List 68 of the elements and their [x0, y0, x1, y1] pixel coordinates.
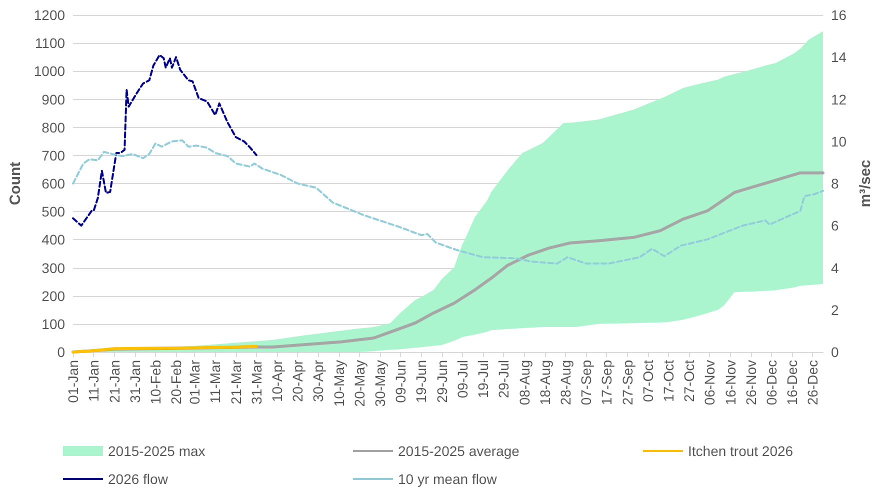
y-tick-label: 800 — [42, 119, 66, 136]
x-tick-label: 10-Apr — [269, 360, 286, 402]
y2-tick-label: 14 — [831, 49, 847, 66]
x-tick-label: 18-Aug — [536, 360, 553, 406]
x-tick-label: 28-Aug — [557, 360, 574, 406]
x-tick-label: 27-Oct — [681, 360, 698, 402]
x-tick-label: 16-Nov — [722, 360, 738, 406]
y2-axis-title: m³/sec — [857, 160, 874, 208]
x-tick-label: 10-Feb — [147, 360, 164, 404]
y2-tick-label: 0 — [831, 344, 839, 360]
x-tick-label: 26-Dec — [804, 360, 821, 406]
y2-tick-label: 6 — [831, 218, 839, 234]
legend-label: 10 yr mean flow — [398, 471, 498, 487]
y-tick-label: 900 — [42, 91, 66, 108]
x-tick-label: 17-Sep — [598, 360, 615, 406]
y2-tick-label: 16 — [831, 7, 847, 23]
x-tick-label: 17-Oct — [660, 360, 676, 402]
y-tick-label: 200 — [42, 288, 66, 304]
x-tick-label: 31-Jan — [126, 360, 143, 403]
x-tick-label: 21-Jan — [106, 360, 122, 403]
x-tick-label: 11-Mar — [207, 360, 224, 404]
x-tick-label: 09-Jul — [454, 360, 470, 398]
y-tick-label: 600 — [42, 176, 66, 192]
x-tick-label: 30-May — [372, 360, 388, 407]
x-tick-label: 19-Jun — [413, 360, 430, 403]
x-tick-label: 16-Dec — [784, 360, 800, 406]
y2-tick-label: 12 — [831, 91, 847, 108]
y-tick-label: 700 — [42, 147, 66, 164]
x-tick-label: 20-Feb — [168, 360, 184, 404]
x-tick-label: 21-Mar — [228, 360, 244, 404]
x-tick-label: 01-Jan — [65, 360, 82, 403]
y2-tick-label: 4 — [831, 260, 839, 276]
x-tick-label: 11-Jan — [86, 360, 102, 402]
y-tick-label: 300 — [42, 260, 66, 276]
y-tick-label: 400 — [42, 232, 66, 248]
y-tick-label: 100 — [42, 316, 66, 332]
x-tick-label: 19-Jul — [475, 360, 492, 398]
x-tick-label: 08-Aug — [516, 360, 532, 406]
legend-label: 2015-2025 average — [398, 443, 520, 459]
x-tick-label: 31-Mar — [248, 360, 264, 404]
y-tick-label: 1100 — [34, 35, 66, 52]
y2-tick-label: 2 — [831, 302, 839, 318]
x-tick-label: 20-Apr — [290, 360, 306, 402]
x-tick-label: 29-Jul — [496, 360, 512, 398]
x-tick-label: 01-Mar — [186, 360, 203, 404]
x-tick-label: 29-Jun — [434, 360, 450, 403]
y-tick-label: 1000 — [34, 63, 66, 80]
y2-tick-label: 10 — [831, 133, 847, 150]
x-tick-label: 09-Jun — [392, 360, 409, 403]
y-tick-label: 500 — [42, 204, 66, 220]
x-tick-label: 20-May — [351, 360, 368, 407]
legend-label: 2026 flow — [108, 471, 169, 487]
line-series — [72, 54, 258, 227]
x-tick-label: 10-May — [330, 360, 347, 407]
legend-label: Itchen trout 2026 — [688, 443, 794, 459]
y2-tick-label: 8 — [831, 176, 839, 192]
legend-label: 2015-2025 max — [108, 443, 206, 459]
y-tick-label: 1200 — [34, 7, 66, 23]
x-tick-label: 07-Oct — [640, 360, 656, 402]
x-tick-label: 26-Nov — [742, 360, 759, 406]
x-tick-label: 06-Nov — [702, 360, 718, 406]
x-tick-label: 27-Sep — [619, 360, 636, 406]
y-tick-label: 0 — [57, 344, 66, 360]
line-series — [72, 139, 824, 265]
x-tick-label: 30-Apr — [310, 360, 326, 402]
x-tick-label: 06-Dec — [763, 360, 780, 406]
y-axis-title: Count — [7, 162, 24, 206]
x-tick-label: 07-Sep — [578, 360, 594, 406]
